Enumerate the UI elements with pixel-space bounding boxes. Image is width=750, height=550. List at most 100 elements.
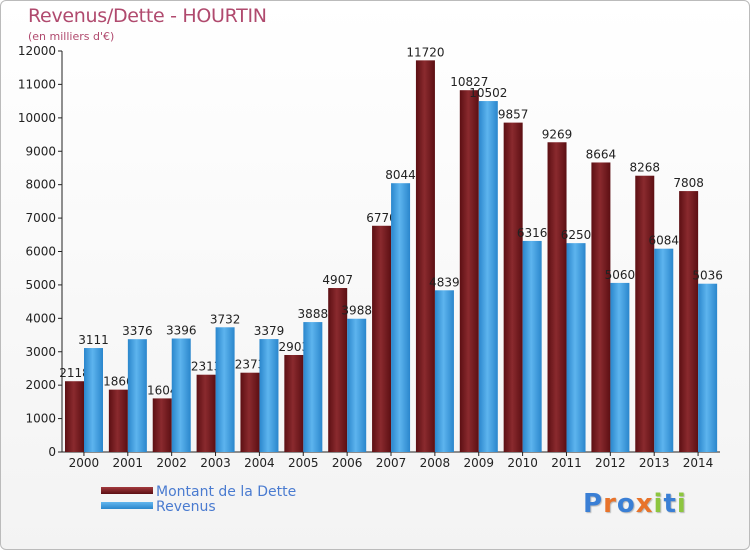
- revenue-bar: [566, 243, 586, 452]
- logo-letter: o: [616, 489, 636, 519]
- revenue-value-label: 5060: [605, 268, 636, 282]
- revenue-bar: [698, 283, 718, 452]
- debt-bar: [328, 288, 348, 452]
- x-tick-label: 2002: [156, 456, 187, 470]
- debt-bar: [679, 191, 699, 452]
- x-tick-label: 2009: [463, 456, 494, 470]
- debt-value-label: 8664: [586, 147, 617, 161]
- x-tick-label: 2000: [69, 456, 100, 470]
- revenue-value-label: 3988: [341, 304, 372, 318]
- y-tick-label: 7000: [25, 211, 56, 225]
- y-tick-label: 3000: [25, 345, 56, 359]
- debt-value-label: 6770: [366, 211, 397, 225]
- revenue-bar: [391, 183, 411, 452]
- revenue-value-label: 6250: [561, 228, 592, 242]
- debt-value-label: 9269: [542, 127, 573, 141]
- revenue-bar: [434, 290, 454, 452]
- revenue-value-label: 3111: [78, 333, 109, 347]
- debt-bar: [65, 381, 84, 452]
- y-tick-label: 5000: [25, 278, 56, 292]
- debt-bar: [152, 398, 172, 452]
- debt-bar: [547, 142, 567, 452]
- y-tick-label: 12000: [18, 44, 56, 58]
- x-tick-label: 2003: [200, 456, 231, 470]
- debt-bar: [108, 389, 128, 452]
- x-tick-label: 2011: [551, 456, 582, 470]
- y-tick-label: 6000: [25, 245, 56, 259]
- debt-value-label: 2373: [235, 358, 266, 372]
- debt-value-label: 8268: [629, 161, 660, 175]
- revenue-value-label: 6084: [648, 234, 679, 248]
- revenue-value-label: 3379: [254, 324, 285, 338]
- debt-bar: [635, 175, 655, 452]
- y-tick-label: 9000: [25, 144, 56, 158]
- y-tick-label: 4000: [25, 311, 56, 325]
- debt-value-label: 4907: [322, 273, 353, 287]
- debt-bar: [372, 225, 392, 452]
- logo-letter: i: [676, 489, 687, 519]
- revenue-bar: [259, 339, 279, 452]
- y-tick-label: 2000: [25, 378, 56, 392]
- revenue-bar: [654, 248, 674, 452]
- revenue-bar: [303, 322, 323, 452]
- logo-letter: t: [663, 489, 677, 519]
- revenue-value-label: 4839: [429, 275, 460, 289]
- revenue-bar: [84, 348, 103, 452]
- y-tick-label: 0: [48, 445, 56, 459]
- logo-letter: x: [635, 489, 654, 519]
- debt-value-label: 7808: [673, 176, 704, 190]
- revenue-value-label: 3376: [122, 324, 153, 338]
- x-tick-label: 2014: [683, 456, 714, 470]
- debt-value-label: 10827: [450, 75, 488, 89]
- x-tick-label: 2007: [376, 456, 407, 470]
- revenue-bar: [215, 327, 235, 452]
- debt-bar: [196, 374, 216, 452]
- legend-swatch-debt: [101, 487, 153, 494]
- revenue-bar: [347, 318, 367, 452]
- revenue-value-label: 3732: [210, 312, 241, 326]
- revenue-value-label: 10502: [469, 86, 507, 100]
- x-tick-label: 2013: [639, 456, 670, 470]
- y-tick-label: 8000: [25, 178, 56, 192]
- debt-bar: [503, 122, 523, 453]
- revenue-value-label: 5036: [692, 269, 723, 283]
- debt-value-label: 2313: [191, 360, 222, 374]
- x-tick-label: 2005: [288, 456, 319, 470]
- revenue-value-label: 8044: [385, 168, 416, 182]
- debt-bar: [591, 162, 611, 452]
- y-tick-label: 10000: [18, 111, 56, 125]
- revenue-bar: [478, 101, 498, 452]
- chart-title: Revenus/Dette - HOURTIN: [28, 5, 267, 27]
- revenue-bar: [522, 240, 542, 452]
- debt-bar: [415, 60, 435, 453]
- revenue-bar: [171, 338, 191, 452]
- x-tick-label: 2010: [507, 456, 538, 470]
- legend-label-revenue: Revenus: [156, 499, 216, 515]
- logo-letter: i: [653, 489, 664, 519]
- y-tick-label: 11000: [18, 77, 56, 91]
- debt-value-label: 2903: [279, 340, 310, 354]
- chart-subtitle: (en milliers d'€): [28, 30, 115, 43]
- revenue-bar: [610, 282, 630, 452]
- y-tick-label: 1000: [25, 412, 56, 426]
- debt-value-label: 11720: [406, 45, 444, 59]
- revenue-bar: [127, 339, 147, 452]
- debt-bar: [459, 90, 479, 452]
- debt-value-label: 9857: [498, 108, 529, 122]
- debt-value-label: 2118: [59, 366, 90, 380]
- x-tick-label: 2006: [332, 456, 363, 470]
- x-tick-label: 2012: [595, 456, 626, 470]
- logo-letter: P: [583, 489, 604, 519]
- proxiti-logo: Proxiti: [583, 489, 687, 519]
- debt-value-label: 1604: [147, 383, 178, 397]
- legend-label-debt: Montant de la Dette: [156, 484, 297, 500]
- legend-swatch-revenue: [101, 502, 153, 509]
- revenue-value-label: 6316: [517, 226, 548, 240]
- debt-bar: [240, 372, 260, 452]
- x-tick-label: 2001: [113, 456, 144, 470]
- revenue-value-label: 3888: [298, 307, 329, 321]
- logo-letter: r: [603, 489, 617, 519]
- x-tick-label: 2008: [420, 456, 451, 470]
- revenue-value-label: 3396: [166, 324, 197, 338]
